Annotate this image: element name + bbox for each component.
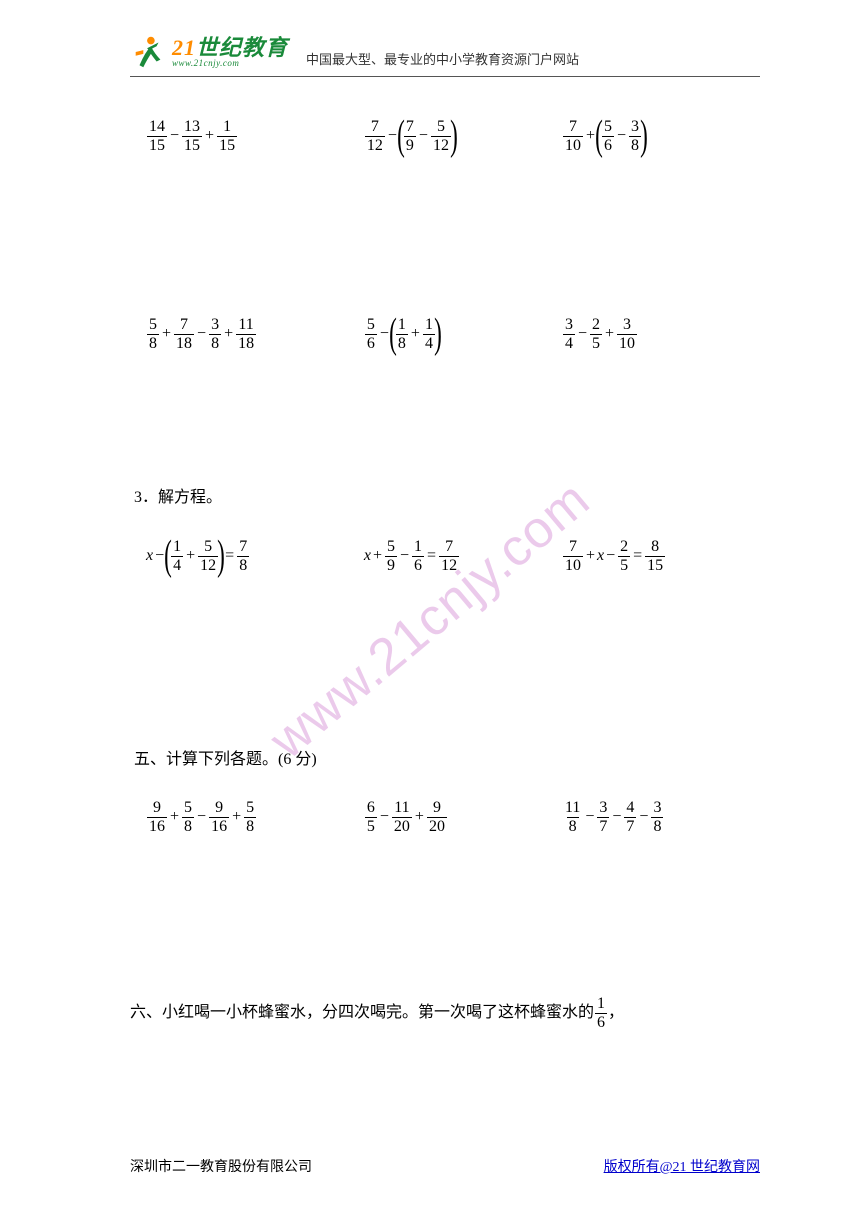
footer-right-link[interactable]: 版权所有@21 世纪教育网 xyxy=(604,1156,760,1176)
logo-text-cn: 21世纪教育 xyxy=(172,37,288,59)
expr-5a: 916 + 58 − 916 + 58 xyxy=(146,799,364,835)
expr-2b: 56 − ( 18 + 14 ) xyxy=(364,315,562,353)
expr-3c: 710 + x − 25 = 815 xyxy=(562,537,760,575)
expr-row-3: x − ( 14 + 512 ) = 78 x + 59 − 16 xyxy=(130,537,760,575)
expr-2a: 58 + 718 − 38 + 1118 xyxy=(146,315,364,353)
expr-1a: 1415 − 1315 + 115 xyxy=(146,117,364,155)
expr-2c: 34 − 25 + 310 xyxy=(562,315,760,353)
expr-row-2: 58 + 718 − 38 + 1118 56 − ( 18 + 14 ) xyxy=(130,315,760,353)
section-6-text: 六、小红喝一小杯蜂蜜水，分四次喝完。第一次喝了这杯蜂蜜水的 xyxy=(130,999,594,1028)
page: 21世纪教育 www.21cnjy.com 中国最大型、最专业的中小学教育资源门… xyxy=(0,0,860,1061)
expr-3b: x + 59 − 16 = 712 xyxy=(364,537,562,575)
section-6-frac: 16 xyxy=(595,995,607,1031)
logo: 21世纪教育 www.21cnjy.com xyxy=(130,30,288,74)
expr-1c: 710 + ( 56 − 38 ) xyxy=(562,117,760,155)
expr-5c: 118 − 37 − 47 − 38 xyxy=(562,799,760,835)
expr-5b: 65 − 1120 + 920 xyxy=(364,799,562,835)
section-5-title: 五、计算下列各题。(6 分) xyxy=(134,745,760,769)
logo-icon xyxy=(130,33,168,71)
logo-text-url: www.21cnjy.com xyxy=(172,59,288,68)
header: 21世纪教育 www.21cnjy.com 中国最大型、最专业的中小学教育资源门… xyxy=(130,30,760,77)
header-tagline: 中国最大型、最专业的中小学教育资源门户网站 xyxy=(306,49,579,68)
expr-1b: 712 − ( 79 − 512 ) xyxy=(364,117,562,155)
section-3-title: 3．解方程。 xyxy=(134,483,760,507)
section-6: 六、小红喝一小杯蜂蜜水，分四次喝完。第一次喝了这杯蜂蜜水的 16 ， xyxy=(130,995,760,1031)
expr-row-1: 1415 − 1315 + 115 712 − ( 79 − 512 ) xyxy=(130,117,760,155)
content: 1415 − 1315 + 115 712 − ( 79 − 512 ) xyxy=(130,117,760,1031)
footer-left: 深圳市二一教育股份有限公司 xyxy=(130,1156,312,1176)
section-6-tail: ， xyxy=(608,999,624,1028)
footer: 深圳市二一教育股份有限公司 版权所有@21 世纪教育网 xyxy=(130,1156,760,1176)
expr-3a: x − ( 14 + 512 ) = 78 xyxy=(146,537,364,575)
expr-row-5: 916 + 58 − 916 + 58 65 − 1120 + 920 xyxy=(130,799,760,835)
